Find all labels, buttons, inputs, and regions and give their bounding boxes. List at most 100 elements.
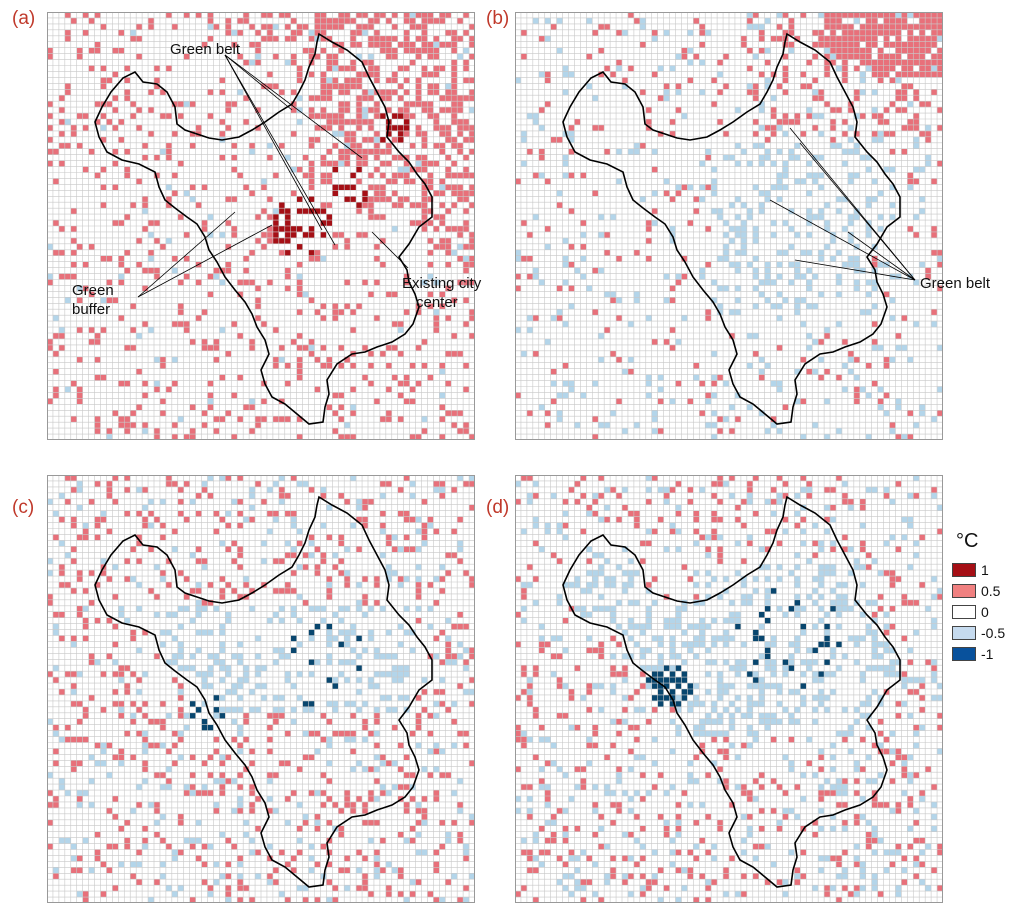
raster-cell: [651, 706, 658, 713]
raster-cell: [901, 23, 908, 30]
raster-cell: [439, 178, 446, 185]
raster-cell: [302, 819, 309, 826]
raster-cell: [201, 683, 208, 689]
raster-cell: [937, 410, 943, 417]
raster-cell: [627, 831, 634, 838]
raster-cell: [616, 65, 622, 72]
raster-cell: [112, 885, 119, 892]
raster-cell: [338, 65, 345, 72]
raster-cell: [895, 17, 902, 24]
raster-cell: [812, 178, 819, 185]
raster-cell: [544, 528, 551, 535]
raster-cell: [520, 587, 527, 594]
raster-cell: [451, 136, 458, 143]
raster-cell: [526, 677, 533, 684]
raster-cell: [320, 47, 327, 54]
raster-cell: [433, 653, 440, 660]
raster-cell: [729, 404, 735, 411]
raster-cell: [326, 879, 333, 886]
raster-cell: [154, 819, 160, 826]
raster-cell: [794, 119, 801, 125]
raster-cell: [445, 879, 452, 886]
raster-cell: [758, 368, 765, 375]
raster-cell: [302, 885, 309, 892]
raster-cell: [237, 279, 244, 286]
raster-cell: [812, 368, 819, 375]
raster-cell: [403, 516, 410, 523]
raster-cell: [568, 380, 575, 387]
raster-cell: [284, 760, 291, 767]
raster-cell: [171, 546, 178, 553]
raster-cell: [841, 160, 848, 167]
raster-cell: [451, 742, 458, 749]
raster-cell: [568, 71, 575, 78]
raster-cell: [421, 65, 428, 72]
raster-cell: [332, 59, 339, 66]
raster-cell: [824, 12, 831, 18]
raster-cell: [261, 184, 267, 191]
raster-cell: [165, 558, 172, 565]
raster-cell: [711, 279, 718, 286]
raster-cell: [379, 480, 386, 487]
raster-cell: [362, 647, 368, 654]
raster-cell: [415, 77, 422, 84]
raster-cell: [901, 17, 908, 24]
raster-cell: [356, 101, 363, 108]
raster-cell: [830, 742, 836, 749]
raster-cell: [433, 861, 440, 868]
raster-cell: [177, 689, 184, 695]
raster-cell: [794, 368, 801, 375]
raster-cell: [409, 362, 416, 369]
raster-cell: [824, 434, 831, 440]
raster-cell: [663, 683, 670, 689]
raster-cell: [556, 285, 563, 292]
raster-cell: [469, 77, 475, 84]
raster-cell: [106, 428, 113, 435]
raster-cell: [451, 528, 458, 535]
raster-cell: [368, 71, 374, 78]
raster-cell: [201, 879, 208, 886]
raster-cell: [308, 730, 315, 737]
raster-cell: [76, 855, 83, 862]
raster-cell: [397, 380, 404, 387]
raster-cell: [76, 142, 83, 149]
raster-cell: [261, 683, 267, 689]
raster-cell: [651, 416, 658, 423]
raster-cell: [391, 760, 398, 767]
raster-cell: [841, 534, 848, 541]
raster-cell: [758, 825, 765, 832]
raster-cell: [723, 255, 729, 262]
raster-cell: [937, 344, 943, 351]
raster-cell: [439, 480, 446, 487]
raster-cell: [675, 107, 682, 114]
raster-cell: [100, 510, 107, 517]
raster-cell: [657, 95, 664, 102]
raster-cell: [687, 778, 694, 785]
raster-cell: [320, 178, 327, 185]
raster-cell: [58, 333, 65, 339]
raster-cell: [877, 190, 884, 197]
raster-cell: [177, 641, 184, 648]
raster-cell: [385, 629, 392, 636]
raster-cell: [592, 29, 599, 36]
raster-cell: [344, 582, 351, 588]
raster-cell: [818, 564, 825, 571]
raster-cell: [350, 35, 357, 42]
raster-cell: [130, 576, 137, 582]
raster-cell: [901, 89, 908, 96]
raster-cell: [255, 706, 261, 713]
raster-cell: [243, 671, 250, 678]
raster-cell: [800, 671, 807, 678]
raster-cell: [645, 475, 652, 481]
raster-cell: [526, 231, 533, 238]
raster-cell: [296, 766, 303, 773]
raster-cell: [362, 202, 368, 209]
panel-label-b: (b): [486, 8, 510, 29]
raster-cell: [568, 172, 575, 179]
raster-cell: [824, 202, 831, 209]
raster-cell: [177, 712, 184, 719]
raster-cell: [526, 855, 533, 862]
raster-cell: [853, 374, 860, 381]
map-c-svg: [47, 475, 475, 903]
raster-cell: [344, 77, 351, 84]
